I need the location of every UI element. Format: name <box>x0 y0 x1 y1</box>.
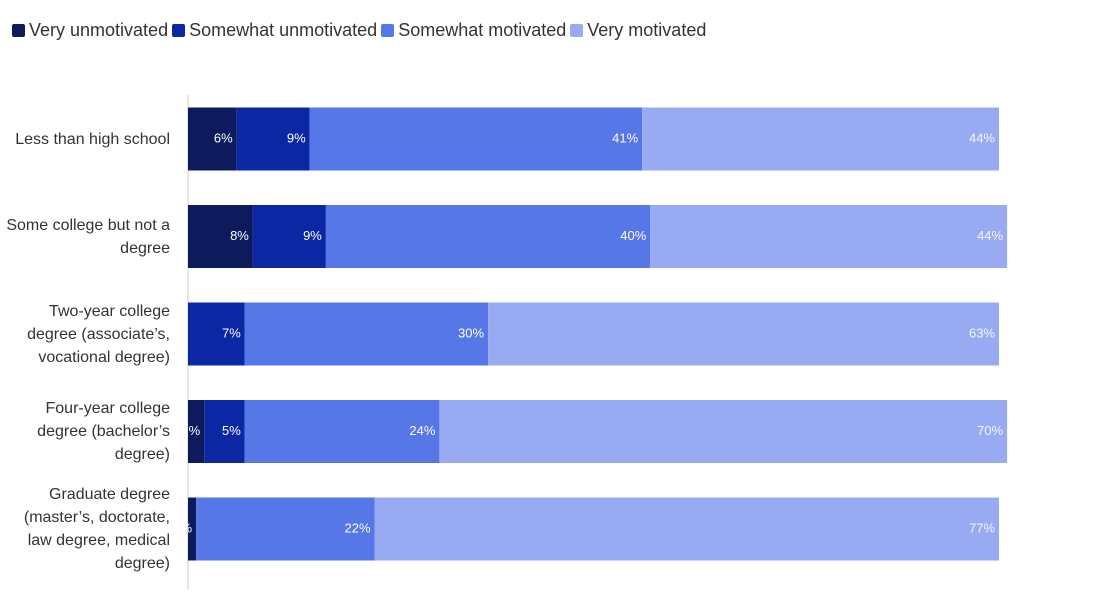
bar-segment <box>196 497 375 561</box>
bar-segment <box>236 107 310 171</box>
legend-swatch <box>12 24 25 37</box>
bar-segment <box>244 302 489 366</box>
bar-segment <box>252 205 326 268</box>
value-label: 9% <box>287 130 306 145</box>
value-label: 44% <box>977 228 1003 243</box>
legend-label: Very unmotivated <box>29 20 169 40</box>
value-label: 77% <box>969 520 995 535</box>
bar-segment <box>439 400 1008 463</box>
value-label: 30% <box>458 325 484 340</box>
value-label: 9% <box>303 228 322 243</box>
legend-label: Somewhat unmotivated <box>189 20 378 40</box>
bar-segment <box>204 400 245 463</box>
legend-item: Very unmotivated <box>12 20 168 41</box>
bar-segment <box>188 497 197 561</box>
value-label: 8% <box>230 228 249 243</box>
value-label: 0% <box>173 520 192 535</box>
legend-swatch <box>172 24 186 37</box>
bar-segment <box>642 107 999 171</box>
bar-segment <box>650 205 1008 268</box>
legend-item: Very motivated <box>570 20 706 41</box>
value-label: 70% <box>977 423 1003 438</box>
value-label: 2% <box>181 423 200 438</box>
legend: Very unmotivated Somewhat unmotivated Some… <box>12 20 706 41</box>
value-label: 6% <box>214 130 233 145</box>
category-label: Some college but not a degree <box>6 216 170 257</box>
category-label: Four-year college degree (bachelor’s deg… <box>37 400 170 463</box>
legend-item: Somewhat motivated <box>381 20 566 41</box>
bar-segment <box>188 400 205 463</box>
category-label: Less than high school <box>15 130 170 148</box>
value-label: 7% <box>222 325 241 340</box>
bar-segment <box>374 497 999 561</box>
bar-segment <box>488 302 999 366</box>
legend-label: Very motivated <box>587 20 707 40</box>
value-label: 44% <box>969 130 995 145</box>
bar-segment <box>188 302 245 366</box>
value-label: 24% <box>409 423 435 438</box>
value-label: 22% <box>344 520 370 535</box>
category-label: Two-year college degree (associate’s, vo… <box>27 302 170 366</box>
legend-swatch <box>570 24 584 37</box>
bar-segment <box>188 107 237 171</box>
category-label: Graduate degree (master’s, doctorate, la… <box>23 486 170 572</box>
bar-segment <box>244 400 440 463</box>
value-label: 40% <box>620 228 646 243</box>
bar-segment <box>325 205 651 268</box>
value-label: 63% <box>969 325 995 340</box>
legend-swatch <box>381 24 395 37</box>
legend-label: Somewhat motivated <box>398 20 567 40</box>
bar-segment <box>309 107 643 171</box>
value-label: 5% <box>222 423 241 438</box>
bar-segment <box>188 205 253 268</box>
value-label: 41% <box>612 130 638 145</box>
plot-area: 6% 9% 41% 44% 8% 9% 40% 44% 0% 7% 30% 63% 2% 5% 24% 70%… <box>165 107 1008 561</box>
legend-item: Somewhat unmotivated <box>172 20 377 41</box>
value-label: 0% <box>165 325 184 340</box>
